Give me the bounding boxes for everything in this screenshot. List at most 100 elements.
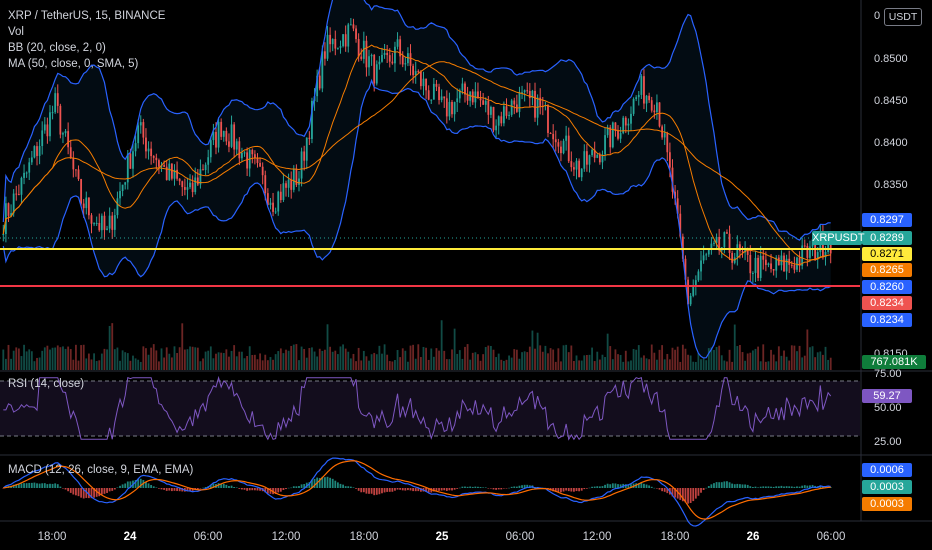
volume-bar (142, 346, 145, 370)
volume-bar (77, 360, 80, 370)
candle-body (490, 106, 492, 115)
volume-bar (209, 346, 212, 370)
volume-bar (751, 350, 754, 370)
volume-bar (134, 358, 137, 370)
volume-bar (432, 356, 435, 370)
macd-histogram-bar (728, 482, 731, 488)
yellow-line-price-badge: 0.8271 (862, 247, 912, 261)
volume-bar (518, 358, 521, 370)
volume-bar (749, 352, 752, 370)
rsi-line (3, 375, 832, 441)
candle-body (54, 93, 57, 113)
volume-bar (770, 349, 772, 370)
volume-bar (425, 347, 427, 370)
candle-body (746, 248, 749, 255)
macd-histogram-bar (440, 488, 443, 491)
price-tick: 0.8350 (874, 179, 908, 191)
bb-lower-price-badge: 0.8234 (862, 313, 912, 327)
candle-body (316, 75, 319, 97)
macd-histogram-bar (334, 480, 337, 488)
candle-body (204, 164, 207, 171)
candle-body (129, 153, 132, 169)
volume-bar (684, 348, 687, 370)
volume-bar (378, 345, 381, 370)
candle-body (116, 198, 119, 216)
candle-body (404, 63, 407, 65)
candle-body (656, 102, 658, 113)
volume-bar (183, 349, 186, 370)
volume-bar (150, 347, 153, 370)
candle-body (588, 155, 591, 165)
volume-bar (298, 360, 300, 370)
macd-histogram-bar (186, 488, 189, 492)
volume-bar (775, 361, 778, 370)
candle-body (349, 24, 352, 26)
moving-average-legend[interactable]: MA (50, close, 0, SMA, 5) (8, 58, 139, 70)
macd-histogram-bar (720, 482, 723, 488)
macd-histogram-bar (248, 488, 251, 491)
candle-body (43, 124, 46, 131)
candle-body (451, 101, 453, 115)
candle-body (331, 38, 334, 45)
currency-button[interactable]: USDT (884, 8, 922, 26)
candle-body (181, 181, 184, 188)
candle-body (713, 242, 715, 244)
last-price-badge: 0.8289 (862, 231, 912, 245)
candle-body (445, 98, 448, 117)
macd-histogram-bar (119, 485, 121, 488)
macd-histogram-bar (783, 486, 785, 488)
volume-bar (64, 348, 67, 370)
volume-bar (391, 361, 394, 370)
candle-body (684, 258, 687, 280)
bollinger-legend[interactable]: BB (20, close, 2, 0) (8, 42, 106, 54)
volume-bar (230, 350, 233, 370)
macd-histogram-bar (790, 486, 793, 488)
rsi-legend[interactable]: RSI (14, close) (8, 378, 85, 390)
volume-bar (666, 353, 669, 370)
candle-body (339, 46, 342, 48)
volume-bar (373, 352, 376, 370)
candle-body (770, 263, 772, 269)
macd-histogram-bar (521, 485, 523, 488)
macd-histogram-bar (643, 483, 645, 488)
volume-bar (313, 351, 316, 370)
macd-histogram-bar (445, 488, 448, 491)
volume-legend[interactable]: Vol (8, 26, 24, 38)
volume-bar (591, 347, 593, 370)
volume-bar (588, 354, 591, 370)
macd-histogram-bar (438, 488, 440, 491)
volume-bar (194, 347, 197, 370)
macd-histogram-bar (67, 488, 70, 492)
macd-histogram-bar (775, 486, 778, 488)
candle-body (72, 157, 75, 170)
macd-histogram-bar (28, 482, 31, 488)
volume-bar (318, 348, 321, 370)
candle-body (502, 106, 505, 124)
macd-histogram-bar (443, 488, 446, 491)
macd-histogram-bar (269, 488, 272, 494)
candle-body (757, 257, 759, 278)
symbol-legend[interactable]: XRP / TetherUS, 15, BINANCE (8, 10, 166, 22)
volume-bar (15, 347, 18, 370)
macd-histogram-bar (54, 483, 57, 488)
volume-bar (637, 345, 640, 370)
volume-bar (471, 352, 474, 370)
volume-bar (513, 349, 516, 370)
volume-bar (435, 348, 438, 370)
macd-histogram-bar (303, 484, 306, 488)
volume-bar (381, 353, 383, 370)
macd-legend[interactable]: MACD (12, 26, close, 9, EMA, EMA) (8, 464, 194, 476)
macd-histogram-bar (87, 488, 90, 499)
volume-bar (658, 349, 661, 370)
candle-body (728, 233, 731, 253)
volume-bar (585, 354, 588, 370)
candle-body (653, 110, 656, 113)
volume-bar (453, 328, 456, 370)
macd-histogram-bar (412, 488, 415, 492)
volume-bar (269, 357, 272, 370)
candle-body (697, 271, 700, 281)
macd-histogram-bar (139, 478, 142, 488)
volume-bar (181, 323, 184, 370)
candle-body (158, 160, 160, 167)
